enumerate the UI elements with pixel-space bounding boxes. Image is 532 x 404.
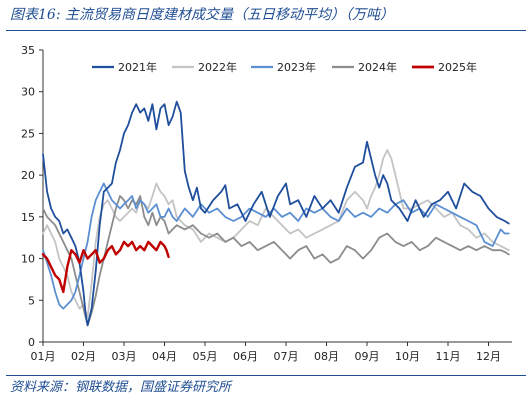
- y-tick-label: 20: [21, 169, 35, 182]
- y-tick-label: 35: [21, 44, 35, 57]
- x-tick-label: 09月: [355, 350, 380, 363]
- footer-divider: [6, 375, 526, 376]
- chart-axes: 0 5 10 15 20 25 30 35 01月 02月 03月 04月 05月 06月 07月 08月 09…: [21, 44, 512, 363]
- y-tick-label: 30: [21, 86, 35, 99]
- x-tick-label: 02月: [71, 350, 96, 363]
- series-line-2024: [42, 195, 510, 327]
- y-tick-label: 10: [21, 253, 35, 266]
- y-tick-label: 15: [21, 211, 35, 224]
- title-divider: [6, 30, 526, 31]
- y-tick-label: 25: [21, 127, 35, 140]
- series-line-2023: [42, 182, 510, 310]
- source-note: 资料来源：钢联数据，国盛证券研究所: [10, 380, 232, 395]
- x-tick-label: 11月: [436, 350, 461, 363]
- legend-label-2024: 2024年: [358, 60, 397, 74]
- legend-label-2022: 2022年: [198, 60, 237, 74]
- y-tick-label: 0: [28, 336, 35, 349]
- chart-title: 图表16: 主流贸易商日度建材成交量（五日移动平均）（万吨）: [10, 7, 394, 23]
- chart-legend: 2021年 2022年 2023年 2024年 2025年: [92, 60, 477, 74]
- legend-label-2025: 2025年: [438, 60, 477, 74]
- series-line-2025: [41, 240, 170, 294]
- x-tick-label: 05月: [193, 350, 218, 363]
- x-tick-label: 07月: [274, 350, 299, 363]
- y-tick-label: 5: [28, 294, 35, 307]
- x-tick-label: 08月: [314, 350, 339, 363]
- x-tick-label: 12月: [476, 350, 501, 363]
- x-tick-label: 04月: [152, 350, 177, 363]
- legend-label-2023: 2023年: [277, 60, 316, 74]
- chart-series: [41, 100, 510, 327]
- series-line-2021: [42, 100, 510, 327]
- x-tick-label: 06月: [233, 350, 258, 363]
- legend-label-2021: 2021年: [118, 60, 157, 74]
- x-tick-label: 03月: [112, 350, 137, 363]
- x-tick-label: 10月: [395, 350, 420, 363]
- x-tick-label: 01月: [31, 350, 56, 363]
